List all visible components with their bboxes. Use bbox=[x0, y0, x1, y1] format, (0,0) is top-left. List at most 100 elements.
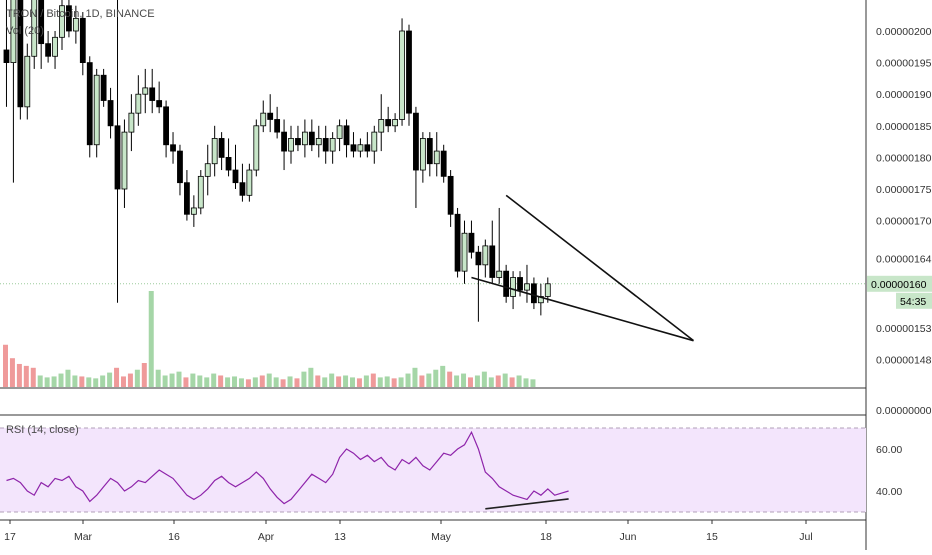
candle-body bbox=[322, 138, 329, 152]
volume-bar bbox=[9, 358, 15, 387]
volume-bar bbox=[30, 367, 36, 387]
volume-bar bbox=[294, 378, 300, 387]
volume-bar bbox=[232, 376, 238, 387]
volume-bar bbox=[16, 363, 22, 387]
candle-body bbox=[371, 131, 378, 152]
candle-body bbox=[156, 100, 163, 108]
volume-bar bbox=[107, 372, 113, 387]
candle-body bbox=[357, 144, 364, 152]
volume-bar bbox=[363, 375, 369, 387]
candle-body bbox=[329, 138, 336, 152]
price-tick-label: 0.00000180 bbox=[876, 152, 932, 164]
volume-bar bbox=[280, 379, 286, 387]
volume-bar bbox=[120, 376, 126, 387]
candle-body bbox=[142, 87, 149, 95]
price-tick-label: 0.00000190 bbox=[876, 89, 932, 101]
volume-bar bbox=[356, 378, 362, 387]
volume-bar bbox=[461, 373, 467, 387]
candle-body bbox=[211, 138, 218, 165]
candle-body bbox=[163, 106, 169, 146]
volume-bar bbox=[155, 369, 161, 387]
volume-bar bbox=[176, 371, 182, 387]
volume-bar bbox=[86, 377, 92, 387]
volume-bar bbox=[516, 375, 522, 387]
candle-body bbox=[496, 270, 503, 278]
candle-body bbox=[281, 131, 287, 152]
volume-bar bbox=[419, 375, 425, 387]
volume-bar bbox=[141, 363, 147, 387]
price-tick-label: 0.00000164 bbox=[876, 254, 932, 266]
candle-body bbox=[121, 131, 128, 190]
volume-bar bbox=[190, 373, 196, 387]
candle-body bbox=[489, 245, 496, 278]
candle-body bbox=[246, 169, 253, 196]
candle-body bbox=[433, 150, 440, 165]
volume-bar bbox=[495, 375, 501, 387]
candle-body bbox=[10, 0, 17, 64]
rsi-indicator-label: RSI (14, close) bbox=[6, 424, 79, 436]
volume-bar bbox=[287, 376, 293, 387]
candle-body bbox=[260, 112, 267, 127]
candle-body bbox=[315, 138, 322, 146]
candle-body bbox=[440, 150, 447, 177]
volume-bar bbox=[530, 379, 536, 387]
rsi-tick-label: 60.00 bbox=[876, 444, 902, 456]
price-tick-label: 0.00000175 bbox=[876, 184, 932, 196]
volume-bar bbox=[315, 375, 321, 387]
wedge-upper-trendline bbox=[505, 194, 695, 342]
volume-bar bbox=[370, 373, 376, 387]
candle-body bbox=[468, 232, 475, 253]
candle-body bbox=[301, 131, 308, 146]
candle-body bbox=[45, 43, 52, 57]
time-tick-label: 13 bbox=[334, 531, 346, 543]
candle-body bbox=[461, 232, 468, 272]
candle-body bbox=[399, 30, 405, 120]
candle-body bbox=[52, 36, 58, 57]
volume-bar bbox=[3, 344, 8, 387]
volume-bar bbox=[433, 369, 439, 387]
volume-bar bbox=[148, 291, 154, 387]
candle-body bbox=[392, 119, 399, 127]
countdown-label-bg bbox=[896, 292, 932, 309]
volume-bar bbox=[37, 375, 43, 387]
candle-body bbox=[274, 119, 281, 133]
current-price-label: 0.00000160 bbox=[871, 279, 927, 291]
candle-body bbox=[295, 138, 301, 146]
time-tick-label: Jun bbox=[620, 531, 637, 543]
volume-bar bbox=[273, 377, 279, 387]
volume-bar bbox=[343, 375, 349, 387]
time-tick-label: 17 bbox=[4, 531, 16, 543]
volume-bar bbox=[426, 373, 432, 387]
candle-body bbox=[197, 175, 204, 209]
volume-bar bbox=[488, 377, 494, 387]
volume-bar bbox=[225, 377, 231, 387]
time-tick-label: Mar bbox=[74, 531, 93, 543]
candle-body bbox=[517, 277, 523, 291]
volume-bar bbox=[377, 377, 383, 387]
candle-body bbox=[24, 55, 31, 108]
volume-bar bbox=[51, 376, 57, 387]
volume-bar bbox=[245, 379, 251, 387]
candle-body bbox=[79, 17, 86, 64]
candle-body bbox=[225, 156, 232, 171]
volume-bar bbox=[259, 375, 265, 387]
volume-bar bbox=[308, 367, 314, 387]
volume-bar bbox=[79, 376, 85, 387]
candle-body bbox=[475, 251, 482, 266]
volume-bar bbox=[329, 373, 335, 387]
candle-body bbox=[419, 138, 426, 171]
volume-bar bbox=[502, 373, 508, 387]
candle-body bbox=[177, 150, 183, 184]
candle-body bbox=[544, 283, 551, 297]
candle-body bbox=[218, 138, 225, 158]
time-tick-label: 15 bbox=[706, 531, 718, 543]
time-tick-label: Jul bbox=[799, 531, 812, 543]
volume-bar bbox=[398, 377, 404, 387]
candle-body bbox=[232, 169, 239, 184]
candle-body bbox=[135, 93, 142, 114]
wedge-lower-trendline bbox=[471, 276, 694, 342]
volume-bar bbox=[350, 377, 355, 387]
volume-bar bbox=[301, 371, 307, 387]
candle-body bbox=[510, 277, 516, 297]
